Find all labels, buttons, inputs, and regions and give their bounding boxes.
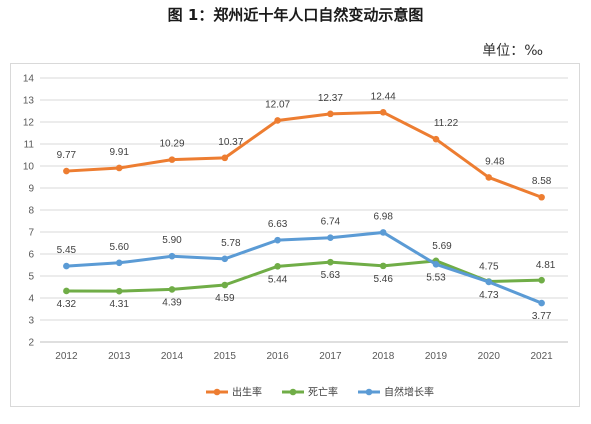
data-point [327,234,334,242]
data-point [168,286,176,293]
data-point [274,263,281,270]
data-label: 6.98 [373,211,393,222]
data-point [379,229,387,236]
data-point [432,135,440,143]
x-tick-label: 2017 [319,351,342,362]
x-tick-label: 2021 [530,351,553,362]
data-label: 11.22 [434,118,459,129]
chart-frame [10,63,580,407]
x-tick-label: 2018 [372,351,395,362]
data-label: 5.78 [221,238,241,249]
data-point [168,156,176,163]
legend-marker [365,388,373,396]
data-point [379,262,387,270]
data-point [221,255,229,263]
data-point [485,278,493,286]
data-point [221,154,229,162]
y-tick-label: 8 [28,206,34,217]
y-tick-label: 11 [24,140,35,151]
y-tick-label: 2 [28,338,34,349]
data-point [485,174,493,181]
data-label: 8.58 [532,176,552,187]
y-tick-label: 3 [28,316,34,327]
legend: 出生率 死亡率 自然增长率 [206,386,434,399]
data-point [327,110,334,118]
legend-marker [213,388,221,396]
data-point [115,287,123,295]
data-label: 5.53 [426,272,446,283]
x-tick-label: 2012 [55,351,78,362]
data-point [274,117,281,124]
y-tick-label: 12 [23,118,35,129]
y-tick-label: 9 [28,184,34,195]
y-tick-label: 14 [23,74,35,85]
data-label: 4.59 [215,293,235,304]
data-label: 4.31 [109,299,129,310]
x-tick-label: 2014 [161,351,184,362]
y-tick-label: 7 [28,228,34,239]
data-label: 6.74 [321,217,341,228]
data-label: 9.48 [485,156,505,167]
series-layer [63,109,545,307]
data-point [115,164,123,172]
data-label: 5.60 [109,242,129,253]
x-tick-label: 2020 [478,351,501,362]
legend-label: 出生率 [232,386,262,399]
series-line [64,110,544,199]
legend-label: 死亡率 [308,386,338,399]
data-point [327,258,334,266]
y-tick-label: 4 [28,294,34,305]
data-label: 12.44 [371,91,396,102]
data-point [538,193,545,201]
x-tick-label: 2015 [214,351,237,362]
data-point [221,281,229,289]
data-label: 6.63 [268,219,288,230]
data-label: 12.07 [265,99,290,110]
data-label: 5.46 [373,274,393,285]
y-tick-label: 5 [28,272,34,283]
data-label: 12.37 [318,93,343,104]
data-point [63,287,70,295]
x-tick-label: 2019 [425,351,448,362]
x-tick-label: 2016 [266,351,289,362]
data-label: 4.73 [479,290,499,301]
data-label: 4.81 [536,260,556,271]
data-label: 5.90 [162,235,182,246]
data-point [538,299,545,307]
data-point [115,259,123,267]
data-label: 4.75 [479,262,499,273]
data-point [63,262,70,270]
y-tick-label: 13 [23,96,35,107]
data-label: 5.45 [57,245,77,256]
y-axis-ticks: 2 3 4 5 6 7 8 9 10 11 12 13 14 [23,74,35,349]
data-label: 10.37 [218,137,243,148]
data-label: 9.77 [57,150,77,161]
data-label: 4.39 [162,297,182,308]
data-label: 9.91 [109,147,129,158]
data-point [432,261,440,268]
data-label: 10.29 [159,139,184,150]
x-axis-ticks: 2012 2013 2014 2015 2016 2017 2018 2019 2020 2021 [55,351,553,362]
y-tick-label: 6 [28,250,34,261]
data-point [274,236,281,244]
unit-label: 单位：‰ [482,43,543,59]
data-label: 4.32 [57,299,77,310]
legend-label: 自然增长率 [384,386,434,399]
series-line [64,259,544,293]
data-point [379,109,387,116]
data-point [538,276,545,284]
data-point [168,252,176,260]
chart-title: 图 1：郑州近十年人口自然变动示意图 [167,6,424,24]
y-tick-label: 10 [23,162,35,173]
x-tick-label: 2013 [108,351,131,362]
legend-marker [289,388,297,396]
data-label: 3.77 [532,311,552,322]
data-label-layer: 9.77 9.91 10.29 10.37 12.07 12.37 12.44 11.22 9.… [57,91,556,322]
data-label: 5.63 [321,270,341,281]
data-label: 5.44 [268,274,288,285]
data-point [63,167,70,175]
series-line [64,230,544,305]
data-label: 5.69 [432,241,452,252]
